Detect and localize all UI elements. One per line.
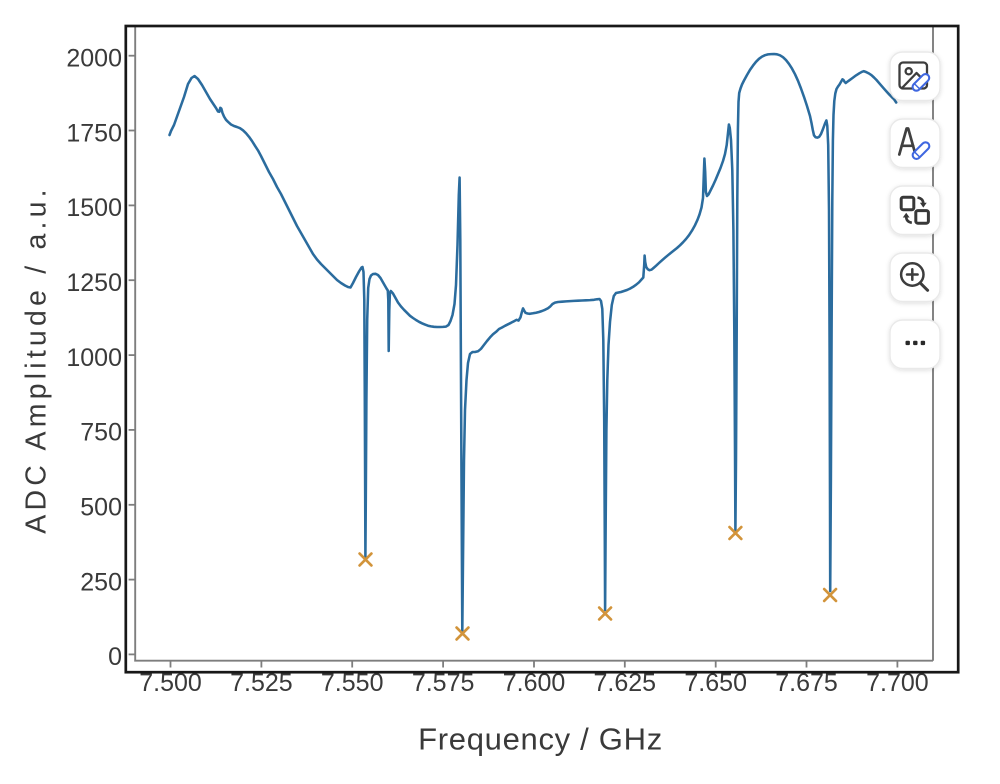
svg-text:ADC Amplitude / a.u.: ADC Amplitude / a.u. [21,185,53,534]
svg-text:1250: 1250 [66,269,122,297]
svg-text:500: 500 [80,494,122,522]
svg-text:1750: 1750 [66,119,122,147]
svg-text:1000: 1000 [66,344,122,372]
svg-text:Frequency / GHz: Frequency / GHz [418,722,663,757]
svg-text:750: 750 [80,419,122,447]
svg-text:1500: 1500 [66,194,122,222]
svg-text:2000: 2000 [66,45,122,73]
svg-text:250: 250 [80,568,122,596]
svg-text:0: 0 [108,643,122,671]
